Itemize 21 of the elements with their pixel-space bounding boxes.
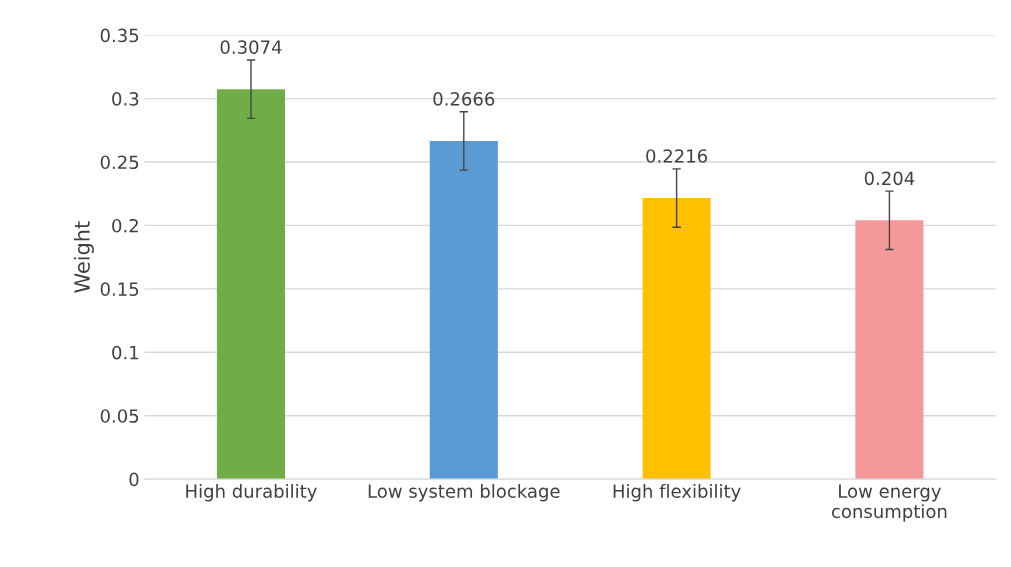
y-tick-label: 0.15 (100, 282, 139, 296)
x-tick-label: High flexibility (613, 483, 741, 502)
data-label: 0.2666 (433, 92, 495, 106)
bar (642, 198, 711, 480)
bar (429, 140, 498, 480)
x-tick-label: Low energy consumption (831, 484, 947, 522)
y-tick-label: 0.2 (112, 218, 138, 233)
data-label: 0.204 (864, 171, 915, 186)
y-tick-label: 0.1 (112, 345, 139, 360)
bar (216, 89, 286, 480)
bar (855, 220, 924, 480)
data-label: 0.3074 (220, 40, 282, 54)
y-tick-label: 0 (129, 472, 139, 487)
x-tick-label: High durability (186, 483, 317, 502)
data-label: 0.2216 (646, 149, 708, 163)
y-axis-title: Weight (73, 221, 94, 293)
y-tick-label: 0.25 (100, 155, 139, 170)
y-tick-label: 0.35 (100, 28, 139, 43)
y-tick-label: 0.05 (100, 409, 139, 423)
x-tick-label: Low system blockage (368, 483, 560, 502)
y-tick-label: 0.3 (112, 92, 139, 106)
